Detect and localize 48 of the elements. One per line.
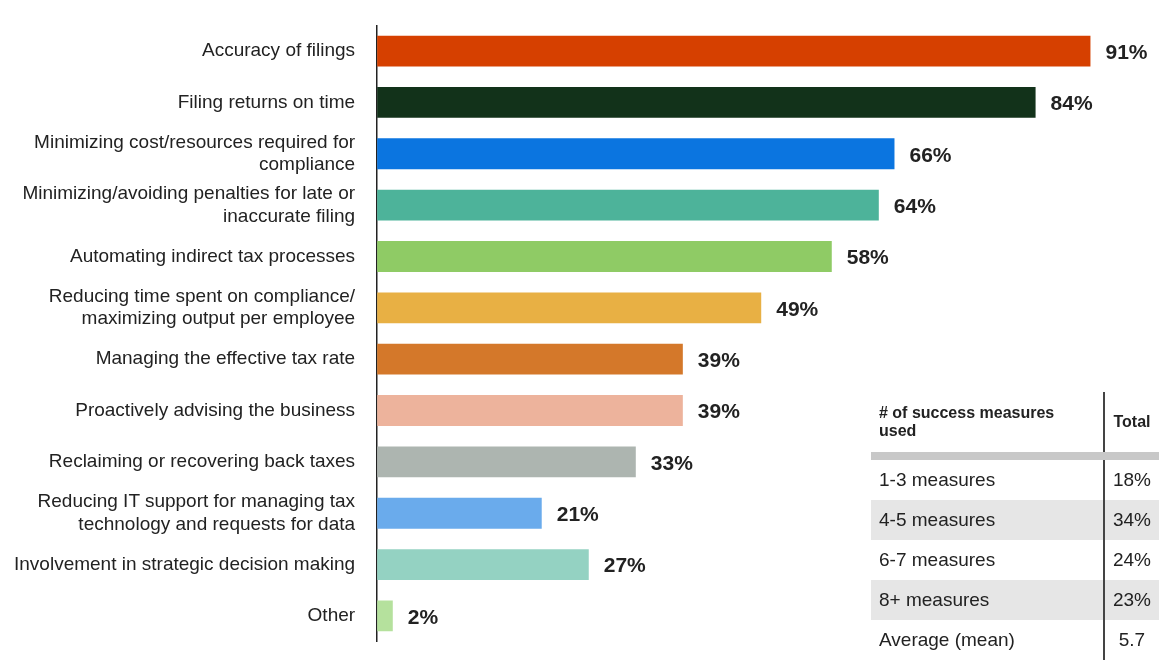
category-label: 6-7 measures bbox=[878, 548, 997, 572]
text: 24% bbox=[1112, 549, 1151, 570]
bar bbox=[377, 138, 895, 170]
text: Total bbox=[1103, 392, 1159, 456]
bar bbox=[377, 35, 1091, 67]
bar bbox=[377, 446, 636, 478]
y-tick-label: Filing returns on time bbox=[177, 90, 356, 112]
y-tick-label: Minimizing/avoiding penalties for late or inaccurate filing bbox=[22, 181, 356, 226]
text: 34% bbox=[1112, 509, 1151, 530]
y-tick-label: Minimizing cost/resources required for compliance bbox=[34, 130, 356, 175]
category-label: 1-3 measures bbox=[878, 468, 997, 492]
category-label: 8+ measures bbox=[871, 580, 1104, 620]
bar bbox=[377, 292, 762, 324]
bar bbox=[377, 241, 832, 272]
y-tick-label: Proactively advising the business bbox=[75, 398, 356, 420]
y-tick-label: Reducing IT support for managing tax technology and requests for data bbox=[37, 490, 356, 534]
data-label: 39% bbox=[697, 347, 741, 371]
data-label: 84% bbox=[1050, 91, 1093, 115]
data-label: 58% bbox=[846, 245, 890, 269]
data-label: 21% bbox=[556, 502, 600, 526]
data-label: 49% bbox=[776, 296, 819, 320]
bar bbox=[377, 549, 589, 580]
y-tick-label: Reclaiming or recovering back taxes bbox=[48, 450, 356, 472]
bar bbox=[377, 395, 683, 426]
data-label: 33% bbox=[650, 450, 694, 474]
category-label: 4-5 measures bbox=[871, 500, 1104, 540]
data-label: 64% bbox=[893, 193, 937, 217]
text: 18% bbox=[1112, 469, 1151, 490]
annotation: # of success measures used bbox=[871, 392, 1104, 456]
data-label: 91% bbox=[1105, 39, 1148, 63]
y-tick-label: Automating indirect tax processes bbox=[69, 244, 356, 266]
bar bbox=[377, 189, 879, 221]
bar bbox=[377, 343, 683, 375]
bar bbox=[377, 87, 1036, 118]
y-tick-label: Involvement in strategic decision making bbox=[14, 552, 356, 574]
category-label: Average (mean) bbox=[878, 628, 1016, 652]
data-label: 2% bbox=[407, 604, 439, 628]
y-tick-label: Other bbox=[307, 604, 356, 626]
data-label: 27% bbox=[603, 553, 647, 577]
text: 5.7 bbox=[1118, 629, 1146, 650]
data-label: 39% bbox=[697, 399, 741, 423]
y-tick-label: Managing the effective tax rate bbox=[95, 347, 356, 369]
bar bbox=[377, 600, 393, 632]
data-label: 66% bbox=[909, 142, 952, 166]
y-tick-label: Reducing time spent on compliance/ maximizing output per employee bbox=[48, 284, 356, 329]
y-tick-label: Accuracy of filings bbox=[201, 39, 356, 61]
text: 23% bbox=[1112, 589, 1151, 610]
bar bbox=[377, 497, 542, 529]
